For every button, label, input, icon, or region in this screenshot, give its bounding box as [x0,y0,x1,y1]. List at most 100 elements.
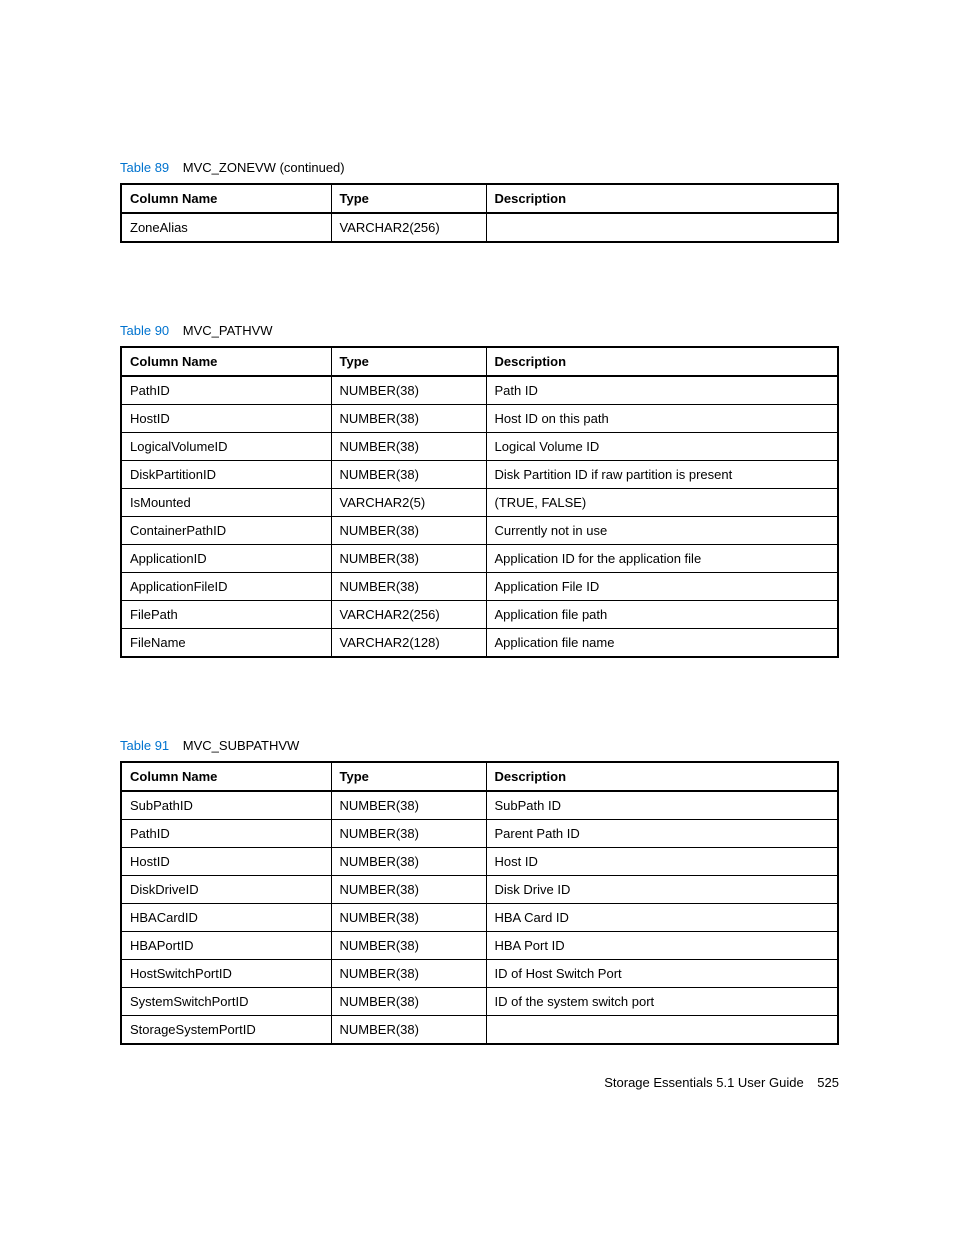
table-row: HostIDNUMBER(38)Host ID on this path [121,405,838,433]
table-name: MVC_SUBPATHVW [183,738,300,753]
table-name: MVC_PATHVW [183,323,273,338]
table-row: StorageSystemPortIDNUMBER(38) [121,1016,838,1045]
table-cell: NUMBER(38) [331,820,486,848]
table-row: IsMountedVARCHAR2(5)(TRUE, FALSE) [121,489,838,517]
table-body: SubPathIDNUMBER(38)SubPath IDPathIDNUMBE… [121,791,838,1044]
table-cell: FileName [121,629,331,658]
table-body: ZoneAliasVARCHAR2(256) [121,213,838,242]
table-cell: VARCHAR2(128) [331,629,486,658]
table-row: HostIDNUMBER(38)Host ID [121,848,838,876]
table-cell: Parent Path ID [486,820,838,848]
table-cell: StorageSystemPortID [121,1016,331,1045]
table-row: PathIDNUMBER(38)Parent Path ID [121,820,838,848]
table-row: DiskDriveIDNUMBER(38)Disk Drive ID [121,876,838,904]
table-row: SubPathIDNUMBER(38)SubPath ID [121,791,838,820]
table-cell: NUMBER(38) [331,405,486,433]
table-cell: HostID [121,848,331,876]
col-header: Column Name [121,184,331,213]
col-header: Type [331,347,486,376]
table-cell: Disk Drive ID [486,876,838,904]
table-row: ApplicationIDNUMBER(38)Application ID fo… [121,545,838,573]
table-cell: ZoneAlias [121,213,331,242]
table-cell: LogicalVolumeID [121,433,331,461]
table-cell: Disk Partition ID if raw partition is pr… [486,461,838,489]
footer-text: Storage Essentials 5.1 User Guide [604,1075,803,1090]
table-cell: DiskPartitionID [121,461,331,489]
table-row: HostSwitchPortIDNUMBER(38)ID of Host Swi… [121,960,838,988]
page-body: Table 89 MVC_ZONEVW (continued) Column N… [0,0,954,1235]
table-cell: NUMBER(38) [331,904,486,932]
table-body: PathIDNUMBER(38)Path IDHostIDNUMBER(38)H… [121,376,838,657]
table-cell: NUMBER(38) [331,1016,486,1045]
table-cell: Currently not in use [486,517,838,545]
table-cell: SubPath ID [486,791,838,820]
table-name: MVC_ZONEVW (continued) [183,160,345,175]
table-cell: VARCHAR2(256) [331,601,486,629]
table-caption-89: Table 89 MVC_ZONEVW (continued) [120,160,839,175]
table-caption-91: Table 91 MVC_SUBPATHVW [120,738,839,753]
col-header: Column Name [121,762,331,791]
table-90: Column Name Type Description PathIDNUMBE… [120,346,839,658]
table-cell: Application ID for the application file [486,545,838,573]
table-cell: SubPathID [121,791,331,820]
table-91: Column Name Type Description SubPathIDNU… [120,761,839,1045]
table-cell: NUMBER(38) [331,848,486,876]
table-cell: NUMBER(38) [331,988,486,1016]
table-header-row: Column Name Type Description [121,347,838,376]
table-row: FileNameVARCHAR2(128)Application file na… [121,629,838,658]
table-row: ZoneAliasVARCHAR2(256) [121,213,838,242]
table-cell: HBAPortID [121,932,331,960]
table-row: ApplicationFileIDNUMBER(38)Application F… [121,573,838,601]
table-cell: NUMBER(38) [331,960,486,988]
table-cell: Application File ID [486,573,838,601]
table-row: PathIDNUMBER(38)Path ID [121,376,838,405]
table-cell: DiskDriveID [121,876,331,904]
table-cell: NUMBER(38) [331,932,486,960]
table-cell: NUMBER(38) [331,545,486,573]
table-cell: SystemSwitchPortID [121,988,331,1016]
table-cell: HBACardID [121,904,331,932]
table-cell: FilePath [121,601,331,629]
table-cell: HostID [121,405,331,433]
table-row: HBACardIDNUMBER(38)HBA Card ID [121,904,838,932]
table-row: FilePathVARCHAR2(256)Application file pa… [121,601,838,629]
table-cell: NUMBER(38) [331,573,486,601]
table-cell: (TRUE, FALSE) [486,489,838,517]
table-cell: VARCHAR2(5) [331,489,486,517]
table-row: HBAPortIDNUMBER(38)HBA Port ID [121,932,838,960]
table-row: LogicalVolumeIDNUMBER(38)Logical Volume … [121,433,838,461]
table-cell: NUMBER(38) [331,517,486,545]
table-cell: HBA Card ID [486,904,838,932]
col-header: Description [486,762,838,791]
table-header-row: Column Name Type Description [121,184,838,213]
table-cell: PathID [121,376,331,405]
table-cell: PathID [121,820,331,848]
table-label: Table 90 [120,323,169,338]
col-header: Type [331,762,486,791]
table-cell: NUMBER(38) [331,791,486,820]
table-cell: Application file path [486,601,838,629]
table-cell: Application file name [486,629,838,658]
table-cell: HostSwitchPortID [121,960,331,988]
table-row: DiskPartitionIDNUMBER(38)Disk Partition … [121,461,838,489]
col-header: Column Name [121,347,331,376]
table-cell: NUMBER(38) [331,461,486,489]
table-cell [486,213,838,242]
table-cell: Path ID [486,376,838,405]
table-cell: ContainerPathID [121,517,331,545]
table-row: SystemSwitchPortIDNUMBER(38)ID of the sy… [121,988,838,1016]
page-footer: Storage Essentials 5.1 User Guide 525 [604,1075,839,1090]
table-cell: ApplicationFileID [121,573,331,601]
table-cell: IsMounted [121,489,331,517]
table-cell: ApplicationID [121,545,331,573]
table-cell: Host ID [486,848,838,876]
table-cell: NUMBER(38) [331,433,486,461]
table-row: ContainerPathIDNUMBER(38)Currently not i… [121,517,838,545]
page-number: 525 [817,1075,839,1090]
col-header: Type [331,184,486,213]
col-header: Description [486,347,838,376]
table-caption-90: Table 90 MVC_PATHVW [120,323,839,338]
col-header: Description [486,184,838,213]
table-cell [486,1016,838,1045]
table-cell: NUMBER(38) [331,876,486,904]
